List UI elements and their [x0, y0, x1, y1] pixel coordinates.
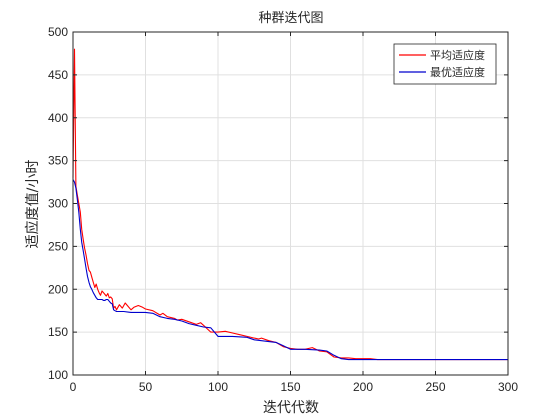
- series-line-best: [72, 179, 508, 361]
- chart-title: 种群迭代图: [258, 11, 323, 26]
- x-tick-label: 250: [425, 380, 445, 394]
- plot-series: [72, 48, 508, 361]
- y-tick-label: 150: [48, 325, 68, 339]
- legend-box: [393, 43, 497, 85]
- x-tick-label: 50: [139, 380, 153, 394]
- y-axis-ticks: 100 150 200 250 300 350 400 450 500: [48, 25, 508, 382]
- y-tick-label: 350: [48, 154, 68, 168]
- x-axis-ticks: 0 50 100 150 200 250 300: [70, 32, 518, 394]
- y-axis-label: 适应度值/小时: [24, 160, 41, 249]
- y-tick-label: 500: [48, 25, 68, 39]
- grid: [72, 31, 509, 376]
- y-tick-label: 250: [48, 239, 68, 253]
- legend-label-average: 平均适应度: [430, 48, 485, 62]
- x-tick-label: 300: [498, 380, 518, 394]
- x-tick-label: 200: [353, 380, 373, 394]
- y-tick-label: 300: [48, 197, 68, 211]
- x-tick-label: 0: [70, 380, 77, 394]
- y-tick-label: 100: [48, 368, 68, 382]
- legend-label-best: 最优适应度: [430, 65, 485, 79]
- y-tick-label: 400: [48, 111, 68, 125]
- y-tick-label: 450: [48, 68, 68, 82]
- legend: 平均适应度 最优适应度: [393, 43, 497, 85]
- x-tick-label: 150: [280, 380, 300, 394]
- series-line-average: [72, 48, 508, 361]
- x-axis-label: 迭代代数: [263, 400, 319, 416]
- y-tick-label: 200: [48, 282, 68, 296]
- x-tick-label: 100: [208, 380, 228, 394]
